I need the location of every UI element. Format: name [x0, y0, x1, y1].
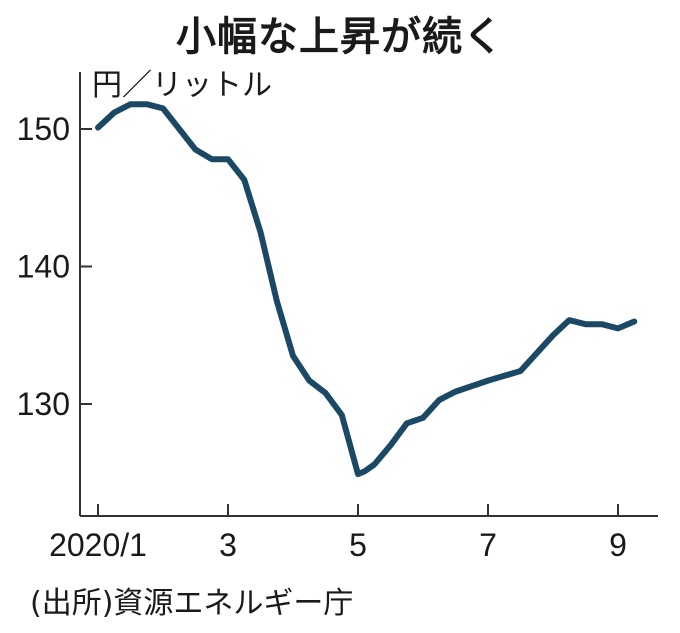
- chart-axes: [79, 72, 658, 517]
- y-tick-label: 130: [17, 386, 70, 422]
- x-tick-label: 2020/1: [49, 527, 147, 563]
- source-note: (出所)資源エネルギー庁: [30, 586, 354, 621]
- x-tick-label: 7: [479, 527, 497, 563]
- x-tick-label: 5: [349, 527, 367, 563]
- y-tick-label: 150: [17, 111, 70, 147]
- x-tick-label: 3: [219, 527, 237, 563]
- series-line: [95, 101, 638, 478]
- y-axis-unit-label: 円／リットル: [92, 68, 272, 103]
- chart-title: 小幅な上昇が続く: [176, 14, 504, 60]
- chart-ticks: 130 140 150 2020/1 3 5 7 9: [17, 111, 627, 563]
- y-tick-label: 140: [17, 249, 70, 285]
- chart-series: [95, 101, 638, 478]
- x-tick-label: 9: [609, 527, 627, 563]
